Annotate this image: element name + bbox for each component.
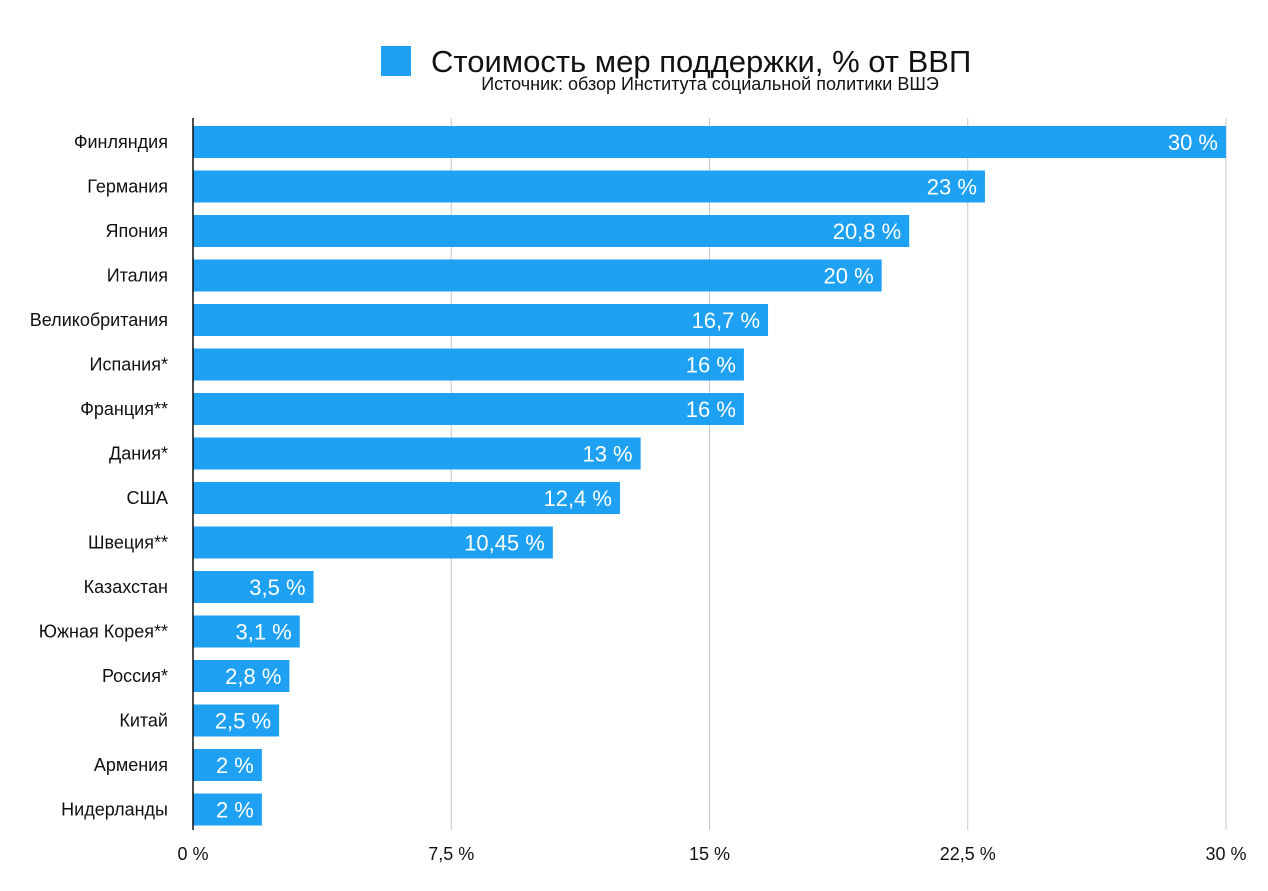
bar [193,749,262,781]
legend-swatch [381,46,411,76]
category-label: Германия [87,177,168,197]
bar [193,170,985,203]
bar-value-label: 23 % [927,175,977,200]
bar [193,615,300,648]
bar-value-label: 16,7 % [692,308,761,333]
bar-value-label: 3,1 % [235,620,291,645]
x-axis-tick-labels: 0 % 7,5 % 15 % 22,5 % 30 % [177,844,1246,864]
bar [193,482,620,514]
bar [193,304,769,336]
category-label: Италия [107,266,168,286]
x-tick-label: 7,5 % [428,844,474,864]
x-tick-label: 0 % [177,844,208,864]
bar [193,259,882,292]
chart-title: Стоимость мер поддержки, % от ВВП [431,44,971,79]
bar-value-label: 20 % [824,264,874,289]
bar-value-label: 20,8 % [833,219,902,244]
bar-value-label: 2,8 % [225,664,281,689]
bar [193,526,553,559]
bar-value-label: 16 % [686,353,736,378]
category-label: США [126,488,168,508]
bar-value-label: 16 % [686,397,736,422]
category-label: Китай [119,711,168,731]
bar-value-label: 2 % [216,753,254,778]
category-label: Франция** [80,399,168,419]
bar [193,793,262,826]
bar [193,393,744,425]
category-label: Армения [94,755,168,775]
bar-value-label: 10,45 % [464,531,545,556]
x-tick-label: 30 % [1205,844,1246,864]
category-labels: Финляндия Германия Япония Италия Великобрита… [30,132,168,820]
category-label: Испания* [90,355,168,375]
bar [193,660,290,692]
bar-value-label: 30 % [1168,130,1218,155]
category-label: Нидерланды [61,800,168,820]
category-label: Швеция** [88,533,168,553]
bar-value-label: 13 % [582,442,632,467]
category-label: Япония [106,221,169,241]
bar [193,704,280,737]
category-label: Финляндия [74,132,168,152]
bars: 30 % 23 % 20,8 % 20 % 16,7 % 16 % 16 % 13 % 12,4… [193,126,1226,826]
bar-value-label: 2 % [216,798,254,823]
bar [193,215,910,247]
bar [193,348,744,381]
x-tick-label: 15 % [689,844,730,864]
category-label: Казахстан [84,577,168,597]
bar [193,571,314,603]
category-label: Россия* [102,666,168,686]
legend: Стоимость мер поддержки, % от ВВП Источн… [381,44,971,94]
category-label: Южная Корея** [39,622,168,642]
x-tick-label: 22,5 % [940,844,996,864]
category-label: Великобритания [30,310,168,330]
bar [193,437,641,470]
bar-value-label: 12,4 % [543,486,612,511]
bar [193,126,1226,158]
bar-value-label: 2,5 % [215,709,271,734]
chart-subtitle: Источник: обзор Института социальной пол… [481,74,939,94]
category-label: Дания* [109,444,168,464]
bar-value-label: 3,5 % [249,575,305,600]
